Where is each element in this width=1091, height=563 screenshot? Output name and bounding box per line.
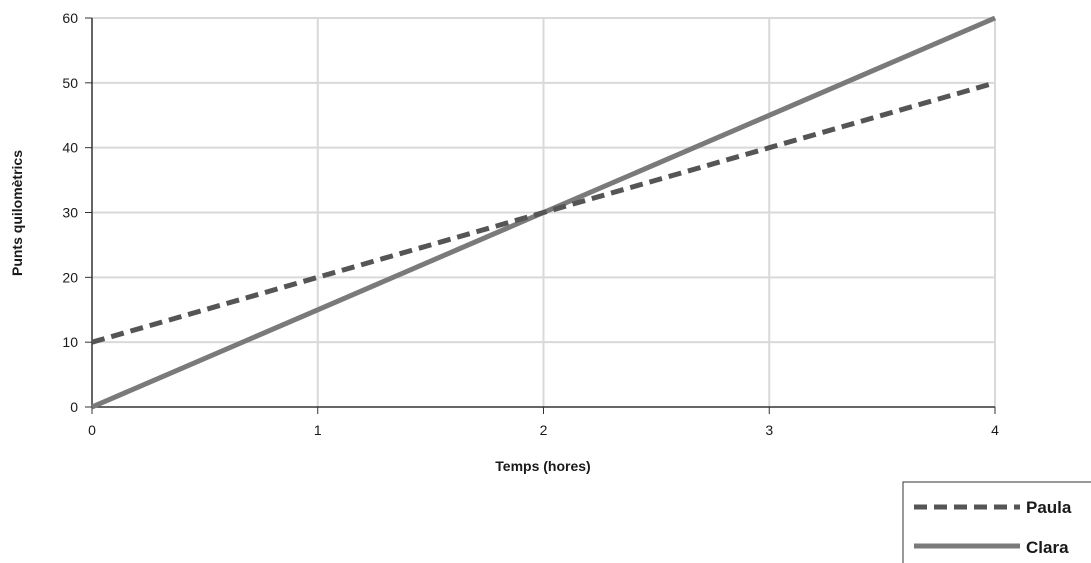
x-axis-title: Temps (hores)	[495, 458, 590, 474]
x-tick-label-4: 4	[991, 422, 999, 438]
x-tick-label-1: 1	[314, 422, 322, 438]
x-tick-label-3: 3	[765, 422, 773, 438]
y-axis-title: Punts quilomètrics	[9, 150, 25, 276]
y-tick-label-60: 60	[62, 10, 78, 26]
y-tick-label-50: 50	[62, 75, 78, 91]
legend-label-clara: Clara	[1026, 538, 1069, 557]
series	[91, 15, 996, 410]
tick-labels: 0 10 20 30 40 50 60 0 1 2 3 4	[62, 10, 999, 438]
x-tick-label-2: 2	[540, 422, 548, 438]
y-tick-label-20: 20	[62, 269, 78, 285]
y-tick-label-0: 0	[70, 399, 78, 415]
legend: Paula Clara	[902, 481, 1091, 563]
y-tick-label-40: 40	[62, 140, 78, 156]
y-tick-label-30: 30	[62, 205, 78, 221]
legend-label-paula: Paula	[1026, 498, 1072, 517]
x-tick-label-0: 0	[88, 422, 96, 438]
legend-frame	[902, 481, 1091, 563]
series-line-paula	[91, 80, 996, 345]
y-tick-label-10: 10	[62, 334, 78, 350]
